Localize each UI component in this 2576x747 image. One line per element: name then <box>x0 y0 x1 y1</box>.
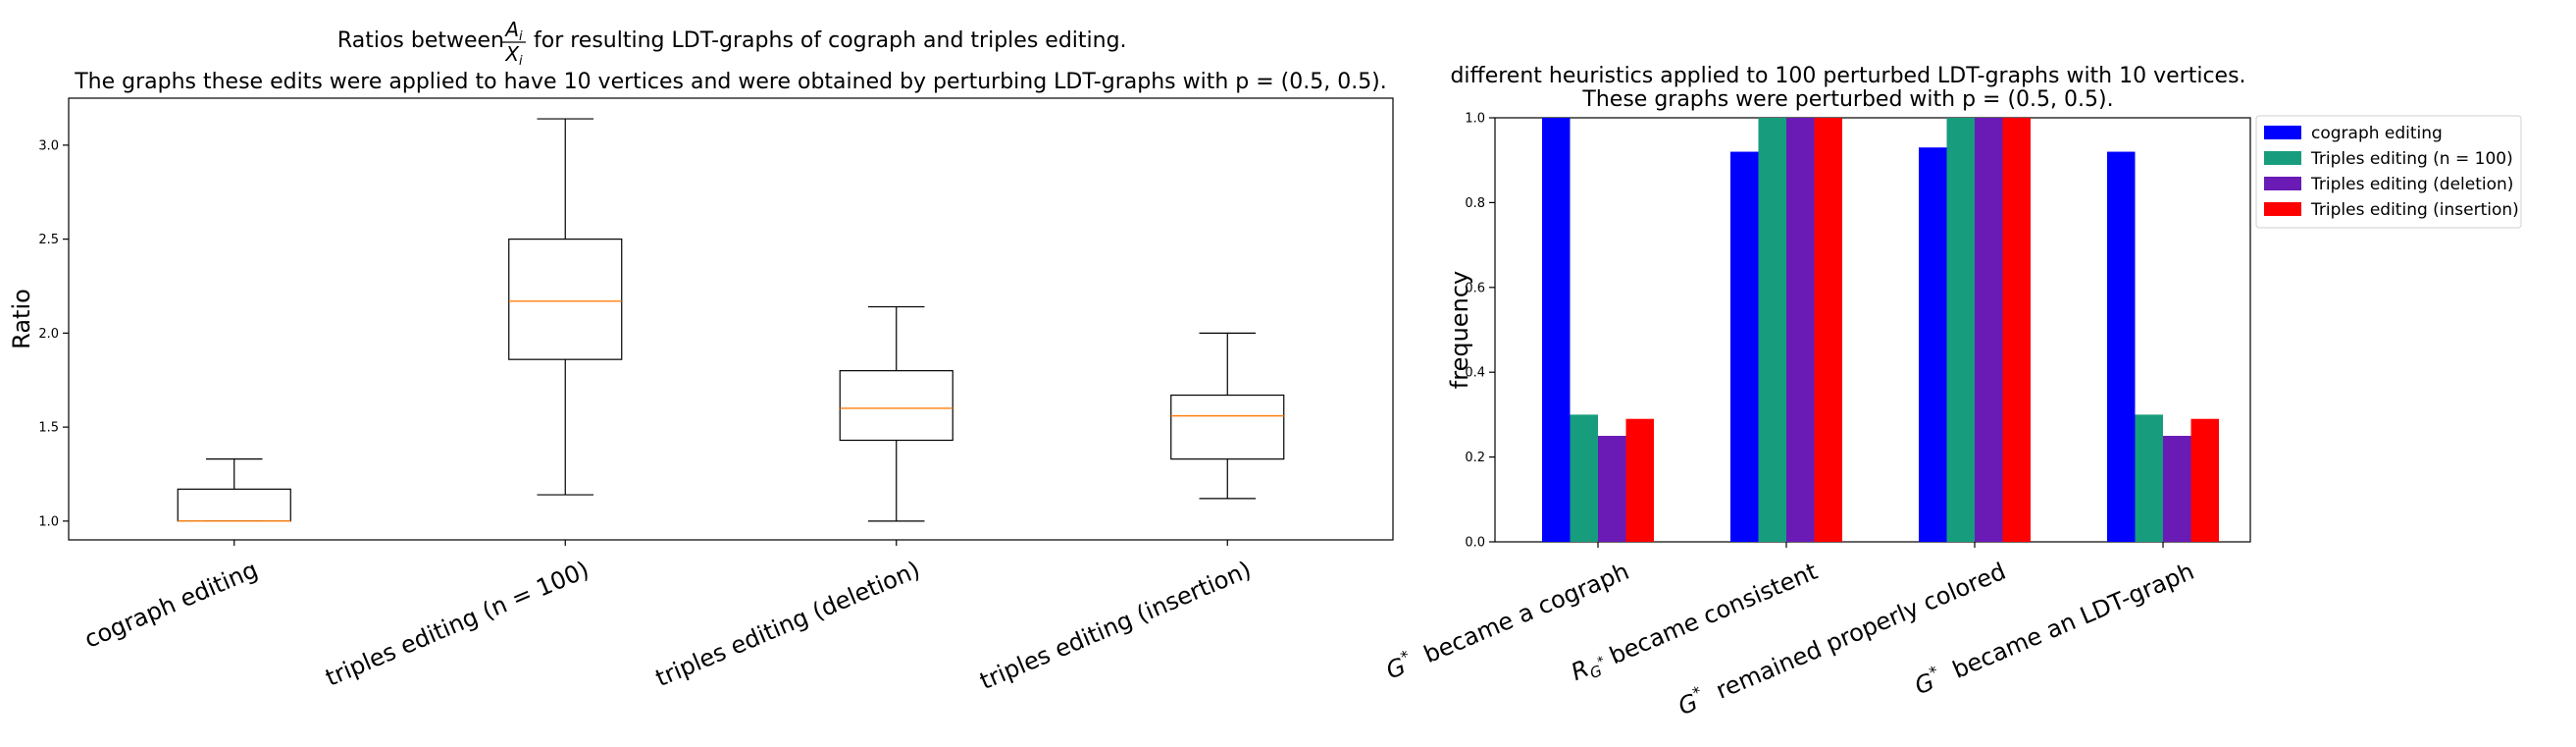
box-x-tick-label: triples editing (n = 100) <box>322 556 593 692</box>
legend-frame <box>2255 115 2522 229</box>
box-y-ticks: 1.0 1.5 2.0 2.5 3.0 <box>38 138 69 529</box>
bar-y-tick-label: 0.0 <box>1465 536 1485 551</box>
box-y-tick-label: 1.5 <box>38 421 59 436</box>
bar-x-tick-label: G* remained properly colored <box>1673 555 2009 720</box>
bar <box>1919 147 1947 543</box>
bar <box>2190 418 2219 542</box>
legend-item: Triples editing (n = 100) <box>2264 149 2513 169</box>
box-y-tick-label: 2.0 <box>38 327 59 342</box>
legend-item: cograph editing <box>2264 124 2443 143</box>
box-4 <box>1170 332 1285 500</box>
box-title-suffix: for resulting LDT-graphs of cograph and … <box>534 28 1127 53</box>
bar <box>1814 118 1842 542</box>
box-title-prefix: Ratios between <box>337 28 504 53</box>
bar <box>1975 118 2003 542</box>
bar <box>1625 418 1654 542</box>
box-3 <box>839 305 953 522</box>
legend-label: Triples editing (n = 100) <box>2310 149 2513 169</box>
bar-series-2 <box>1570 118 2163 542</box>
box-y-tick-label: 3.0 <box>38 138 59 153</box>
legend-label: cograph editing <box>2311 124 2443 143</box>
box-1 <box>177 458 291 522</box>
bar-y-tick-label: 0.8 <box>1465 196 1485 211</box>
bar <box>1758 118 1786 542</box>
bar-legend: cograph editing Triples editing (n = 100)… <box>2255 115 2522 229</box>
legend-label: Triples editing (insertion) <box>2310 200 2519 220</box>
bar-plot-frame <box>1494 117 2251 543</box>
bar-chart: different heuristics applied to 100 pert… <box>1382 64 2522 720</box>
legend-item: Triples editing (deletion) <box>2264 175 2513 194</box>
bar <box>1598 436 1626 542</box>
bar <box>2135 414 2163 542</box>
box-x-tick-label: triples editing (deletion) <box>651 556 924 692</box>
legend-label: Triples editing (deletion) <box>2310 175 2513 194</box>
legend-item: Triples editing (insertion) <box>2264 200 2519 220</box>
bar <box>2163 436 2191 542</box>
box-plot-chart: Ratios between Ai Xi for resulting LDT-g… <box>8 18 1394 695</box>
bar-y-axis-label: frequency <box>1446 271 1473 389</box>
bar-marks <box>1542 118 2219 543</box>
box-title-line2: The graphs these edits were applied to h… <box>74 70 1387 94</box>
bar-y-tick-label: 0.6 <box>1465 281 1485 295</box>
box-x-tick-label: triples editing (insertion) <box>976 556 1256 695</box>
bar-y-ticks: 0.0 0.2 0.4 0.6 0.8 1.0 <box>1465 112 1495 551</box>
box-y-tick-label: 1.0 <box>38 514 59 529</box>
bar <box>1542 118 1571 542</box>
box-marks <box>177 118 1285 522</box>
bar <box>1570 414 1598 542</box>
legend-swatch <box>2264 177 2301 190</box>
box-plot-title: Ratios between Ai Xi for resulting LDT-g… <box>74 18 1387 94</box>
bar-title-line2: These graphs were perturbed with p = (0.… <box>1581 87 2113 112</box>
bar <box>2002 118 2031 542</box>
box-x-tick-label: cograph editing <box>80 556 262 654</box>
box-iqr <box>839 370 953 442</box>
bar <box>1946 118 1975 542</box>
box-iqr <box>508 239 623 360</box>
box-y-tick-label: 2.5 <box>38 233 59 247</box>
box-2 <box>508 118 623 496</box>
box-title-numerator: Ai <box>503 18 523 44</box>
bar <box>1786 118 1815 542</box>
bar-y-tick-label: 0.4 <box>1465 366 1485 381</box>
box-iqr <box>177 488 291 522</box>
bar-title-line1: different heuristics applied to 100 pert… <box>1450 64 2245 88</box>
bar-y-tick-label: 1.0 <box>1465 112 1485 127</box>
box-iqr <box>1170 394 1285 460</box>
bar-series-1 <box>1542 118 2136 543</box>
legend-swatch <box>2264 151 2301 165</box>
legend-swatch <box>2264 126 2301 139</box>
bar-series-3 <box>1598 118 2191 542</box>
bar <box>2107 151 2136 542</box>
box-y-axis-label: Ratio <box>8 289 35 349</box>
box-plot-frame <box>68 97 1394 541</box>
bar <box>1730 151 1759 542</box>
legend-swatch <box>2264 202 2301 216</box>
bar-series-4 <box>1625 118 2219 542</box>
box-x-ticks: cograph editing triples editing (n = 100)… <box>80 540 1255 695</box>
box-title-denominator: Xi <box>504 42 523 69</box>
bar-y-tick-label: 0.2 <box>1465 451 1485 465</box>
